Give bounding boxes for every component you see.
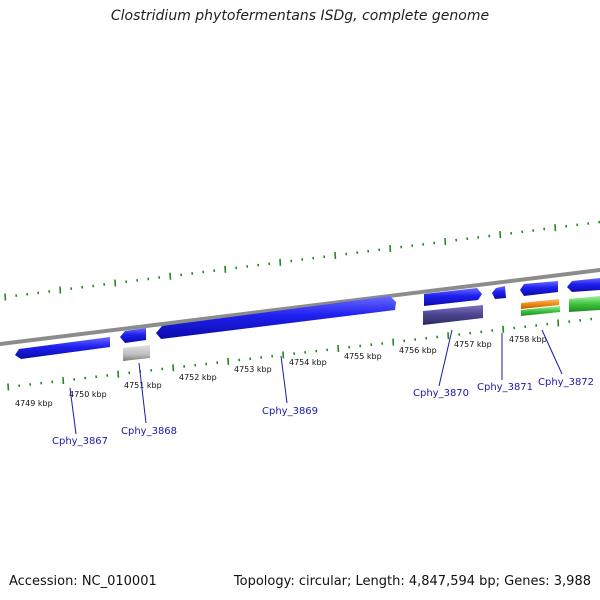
callout-line: [69, 387, 77, 435]
callout-line: [280, 355, 288, 404]
scale-label: 4756 kbp: [399, 346, 437, 355]
accession-text: Accession: NC_010001: [9, 574, 157, 589]
gene-cphy-3868-rna[interactable]: [123, 345, 150, 361]
scale-label: 4755 kbp: [344, 352, 382, 361]
gene-cphy-3870-rna[interactable]: [423, 305, 483, 325]
scale-label: 4749 kbp: [15, 399, 53, 408]
gene-track: [15, 278, 600, 361]
scale-label: 4751 kbp: [124, 381, 162, 390]
gene-label-cphy-3872[interactable]: Cphy_3872: [538, 377, 594, 388]
callout-lines: [69, 329, 563, 435]
scale-labels: 4749 kbp 4750 kbp 4751 kbp 4752 kbp 4753…: [15, 335, 547, 408]
scale-label: 4750 kbp: [69, 390, 107, 399]
gene-label-cphy-3868[interactable]: Cphy_3868: [121, 426, 177, 437]
scale-label: 4757 kbp: [454, 340, 492, 349]
map-title: Clostridium phytofermentans ISDg, comple…: [110, 8, 490, 24]
gene-next-blue[interactable]: [567, 278, 600, 292]
scale-label: 4754 kbp: [289, 358, 327, 367]
gene-cphy-3870[interactable]: [424, 288, 482, 306]
genome-backbone: [0, 268, 600, 346]
gene-labels: Cphy_3867 Cphy_3868 Cphy_3869 Cphy_3870 …: [52, 377, 594, 447]
scale-label: 4753 kbp: [234, 365, 272, 374]
scale-label: 4758 kbp: [509, 335, 547, 344]
gene-cphy-3872-green[interactable]: [521, 306, 560, 316]
lower-tick-row: [7, 317, 593, 391]
genome-summary-text: Topology: circular; Length: 4,847,594 bp…: [233, 574, 591, 589]
gene-label-cphy-3869[interactable]: Cphy_3869: [262, 406, 318, 417]
gene-cphy-3868[interactable]: [120, 328, 146, 343]
gene-label-cphy-3867[interactable]: Cphy_3867: [52, 436, 108, 447]
gene-label-cphy-3870[interactable]: Cphy_3870: [413, 388, 469, 399]
gene-label-cphy-3871[interactable]: Cphy_3871: [477, 382, 533, 393]
gene-cphy-3867[interactable]: [15, 337, 110, 359]
gene-cphy-3872[interactable]: [520, 281, 558, 296]
callout-line: [541, 329, 563, 375]
gene-cphy-3872-orange[interactable]: [521, 299, 559, 309]
gene-cphy-3869[interactable]: [156, 296, 396, 339]
gene-next-green[interactable]: [569, 296, 600, 312]
callout-line: [138, 362, 147, 424]
callout-line: [438, 329, 453, 387]
upper-tick-row: [4, 220, 600, 301]
gene-cphy-3871[interactable]: [492, 286, 506, 299]
scale-label: 4752 kbp: [179, 373, 217, 382]
